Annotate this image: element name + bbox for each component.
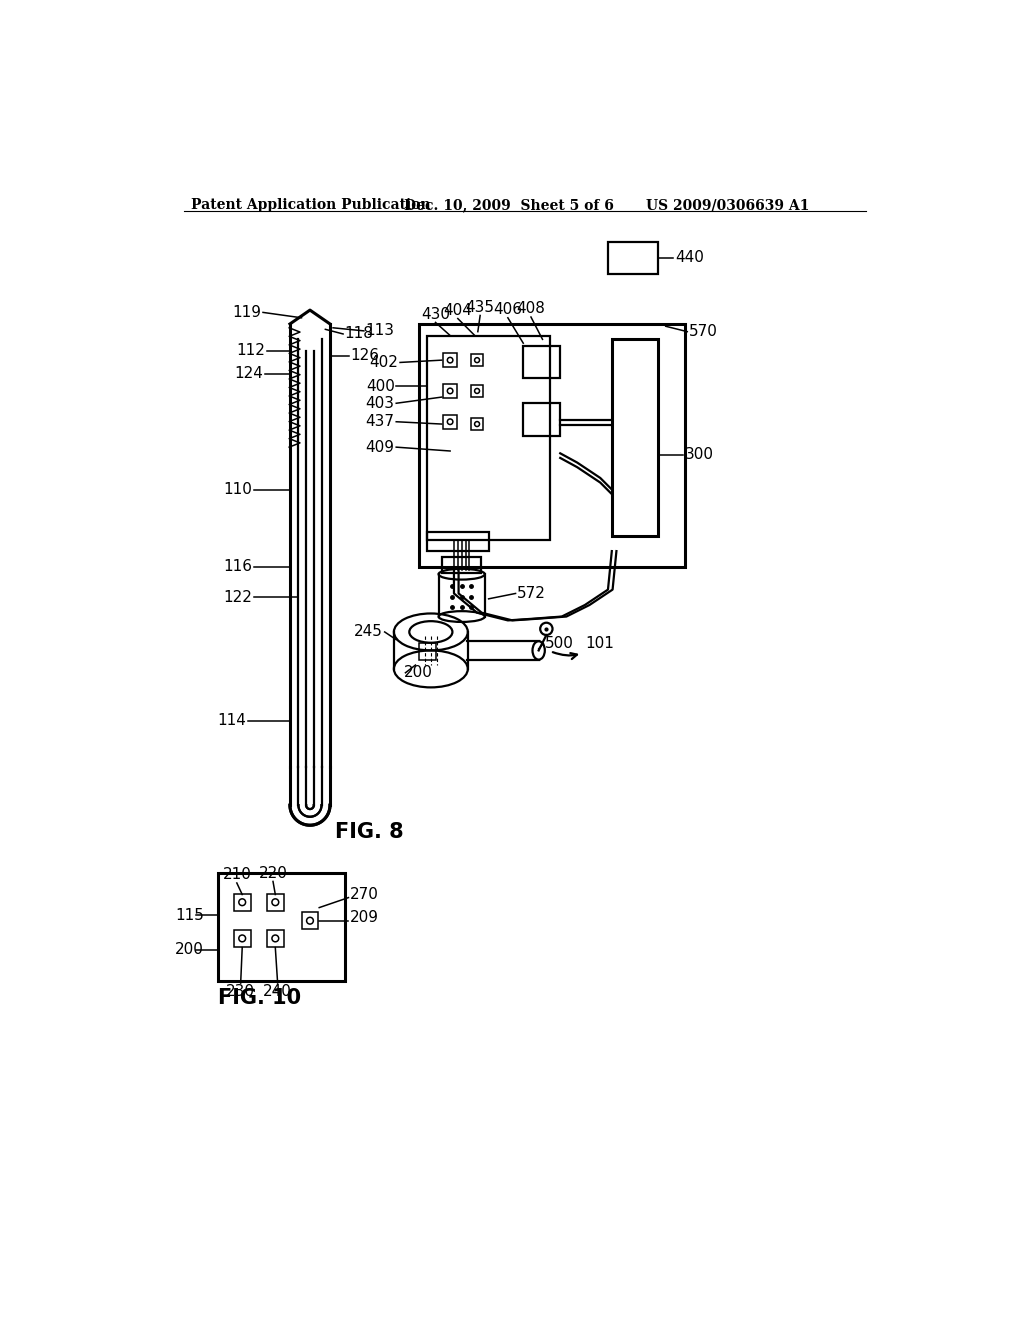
Text: 430: 430 [421,306,450,322]
Text: 408: 408 [516,301,546,317]
Bar [419,643,436,660]
Text: 437: 437 [366,414,394,429]
Text: 435: 435 [466,300,495,314]
Bar [523,404,560,436]
Text: US 2009/0306639 A1: US 2009/0306639 A1 [646,198,810,213]
Text: 209: 209 [350,909,379,925]
Text: 112: 112 [237,343,265,359]
Text: 101: 101 [553,636,613,659]
Text: 570: 570 [689,325,718,339]
Text: 200: 200 [403,665,433,680]
Text: 230: 230 [226,983,255,999]
Bar [608,242,658,275]
Text: 126: 126 [351,348,380,363]
Bar [442,557,481,573]
Text: 119: 119 [232,305,261,319]
Bar [427,335,550,540]
Text: 300: 300 [685,447,714,462]
Bar [217,873,345,981]
Bar [427,532,488,552]
Text: FIG. 8: FIG. 8 [335,822,403,842]
Text: 220: 220 [259,866,288,880]
Text: 124: 124 [234,367,263,381]
Text: 404: 404 [443,302,472,318]
Bar [611,339,658,536]
Text: 572: 572 [517,586,546,601]
Text: Dec. 10, 2009  Sheet 5 of 6: Dec. 10, 2009 Sheet 5 of 6 [403,198,613,213]
Bar [301,912,318,929]
Text: 403: 403 [366,396,394,411]
Text: 114: 114 [217,713,246,729]
Text: 113: 113 [366,323,394,338]
Bar [443,414,457,429]
Text: 122: 122 [223,590,252,605]
Text: 406: 406 [494,302,522,317]
Text: FIG. 10: FIG. 10 [218,987,301,1007]
Bar [471,385,483,397]
Bar [523,346,560,378]
Text: 409: 409 [366,440,394,454]
Bar [267,894,284,911]
Text: Patent Application Publication: Patent Application Publication [190,198,430,213]
Bar [471,354,483,367]
Text: 240: 240 [263,983,292,999]
Bar [267,929,284,946]
Text: 270: 270 [350,887,379,902]
Text: 116: 116 [223,558,252,574]
Text: 400: 400 [366,379,394,393]
Text: 200: 200 [175,942,204,957]
Text: 440: 440 [675,251,703,265]
Bar [443,354,457,367]
Text: 402: 402 [370,355,398,370]
Bar [471,418,483,430]
Text: 110: 110 [223,482,252,498]
Text: 500: 500 [545,636,573,651]
Bar [419,323,685,566]
Bar [443,384,457,397]
Text: 115: 115 [175,908,204,923]
Text: 210: 210 [222,867,251,882]
Bar [233,894,251,911]
Bar [233,929,251,946]
Text: 118: 118 [345,326,374,342]
Text: 245: 245 [354,624,383,639]
